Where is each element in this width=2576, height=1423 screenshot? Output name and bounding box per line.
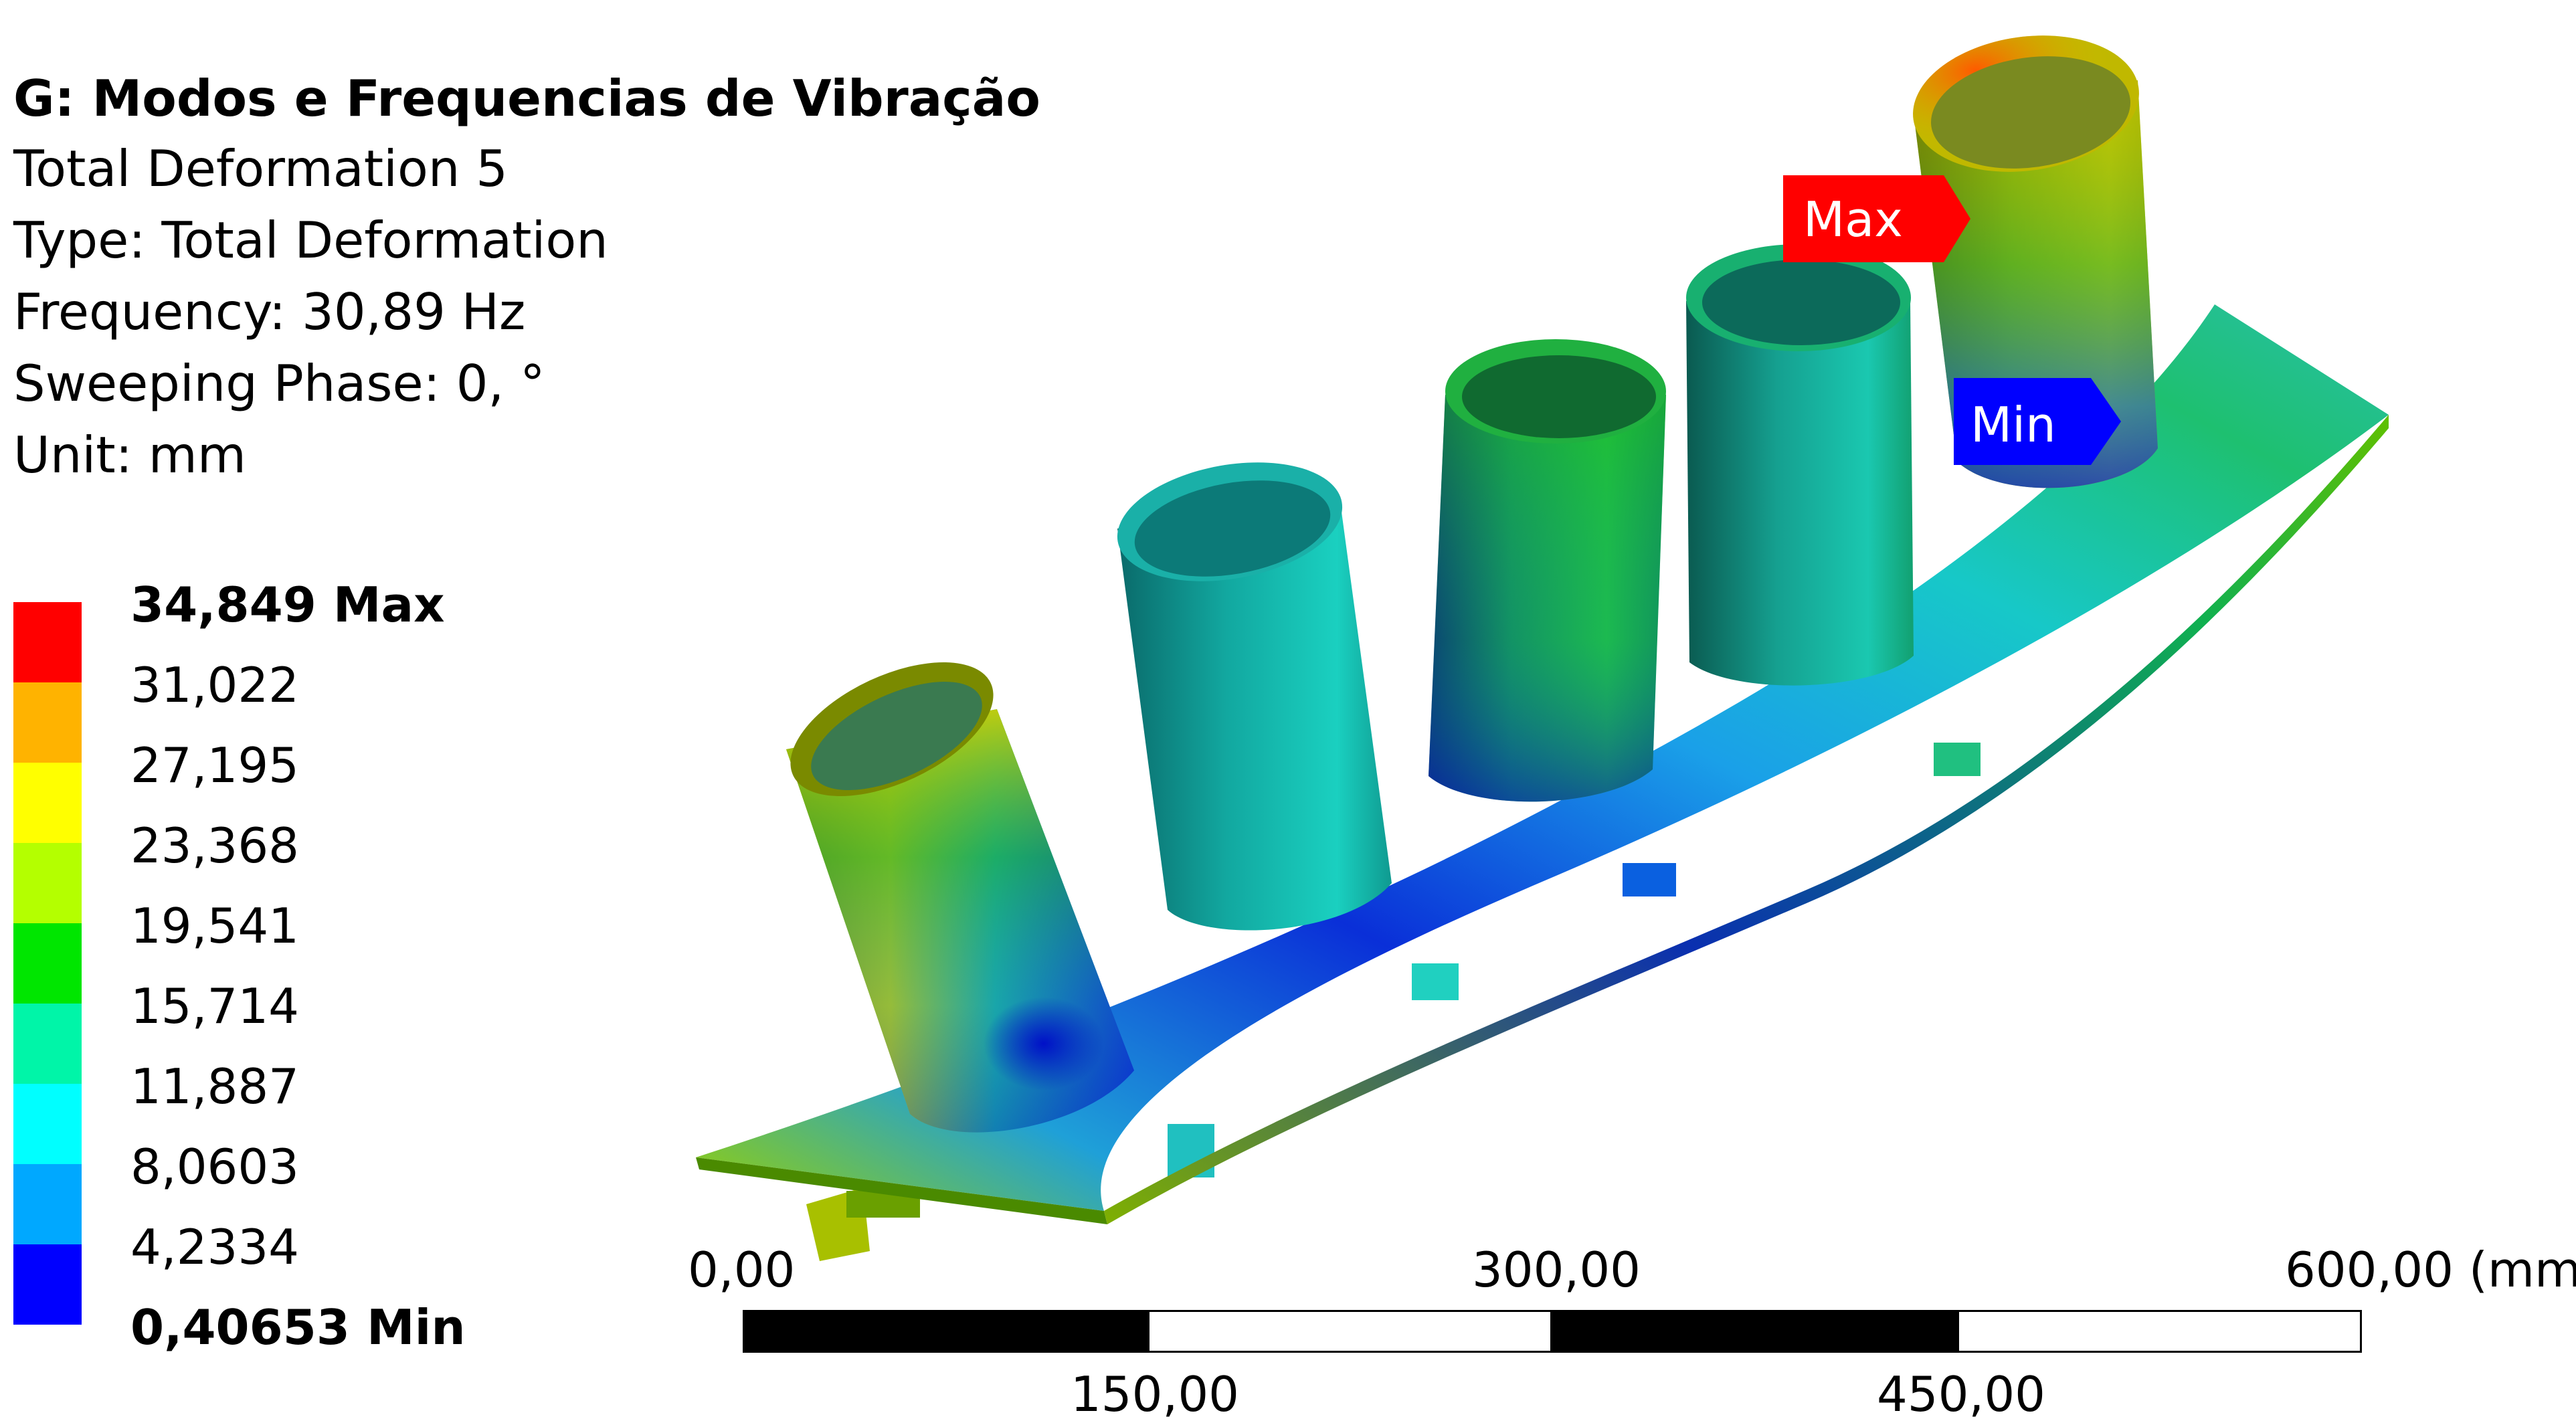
cylinder-3[interactable] — [1429, 339, 1666, 802]
plate-edge — [696, 1157, 1107, 1224]
legend-swatch — [13, 1084, 82, 1164]
result-phase: Sweeping Phase: 0, ° — [13, 354, 545, 413]
scale-bar-segment — [1957, 1310, 2362, 1353]
plate-edge — [1104, 415, 2389, 1224]
legend-label: 19,541 — [130, 898, 299, 954]
base-plate[interactable] — [696, 304, 2389, 1211]
support-foot — [1934, 743, 1981, 776]
scale-label-top: 300,00 — [1472, 1242, 1641, 1298]
min-probe[interactable]: Min — [1954, 378, 2121, 465]
scale-label-bottom: 450,00 — [1877, 1366, 2045, 1422]
legend-swatch — [13, 1004, 82, 1084]
legend-label: 27,195 — [130, 737, 299, 793]
max-probe[interactable]: Max — [1783, 175, 1970, 262]
legend-label: 31,022 — [130, 657, 299, 713]
legend-min-label: 0,40653 Min — [130, 1299, 466, 1355]
scale-bar-segment — [1147, 1310, 1552, 1353]
result-name: Total Deformation 5 — [13, 139, 508, 198]
legend-swatch — [13, 1244, 82, 1325]
result-unit: Unit: mm — [13, 425, 246, 484]
color-legend[interactable] — [13, 602, 82, 1325]
scale-bar-segment — [1552, 1310, 1957, 1353]
result-type: Type: Total Deformation — [13, 211, 608, 270]
legend-max-label: 34,849 Max — [130, 577, 445, 633]
legend-label: 4,2334 — [130, 1219, 299, 1275]
support-foot — [1623, 863, 1676, 896]
scale-label-bottom: 150,00 — [1071, 1366, 1239, 1422]
scale-label-top: 600,00 (mm) — [2285, 1242, 2576, 1298]
cylinder-1[interactable] — [770, 635, 1134, 1133]
cylinder-4[interactable] — [1686, 244, 1914, 686]
legend-swatch — [13, 763, 82, 843]
legend-label: 8,0603 — [130, 1139, 299, 1195]
scale-label-top: 0,00 — [688, 1242, 796, 1298]
analysis-title: G: Modos e Frequencias de Vibração — [13, 69, 1040, 128]
min-probe-label: Min — [1970, 397, 2056, 453]
cylinder-2[interactable] — [1108, 446, 1392, 931]
legend-label: 11,887 — [130, 1058, 299, 1115]
legend-label: 15,714 — [130, 978, 299, 1034]
result-frequency: Frequency: 30,89 Hz — [13, 282, 526, 341]
legend-swatch — [13, 1164, 82, 1244]
min-probe-flag — [1954, 378, 2121, 465]
legend-swatch — [13, 923, 82, 1004]
scale-bar-segment — [743, 1310, 1147, 1353]
support-foot — [1412, 963, 1459, 1000]
legend-swatch — [13, 843, 82, 923]
max-probe-flag — [1783, 175, 1970, 262]
legend-swatch — [13, 602, 82, 682]
max-probe-label: Max — [1803, 191, 1903, 248]
legend-label: 23,368 — [130, 818, 299, 874]
legend-swatch — [13, 682, 82, 763]
